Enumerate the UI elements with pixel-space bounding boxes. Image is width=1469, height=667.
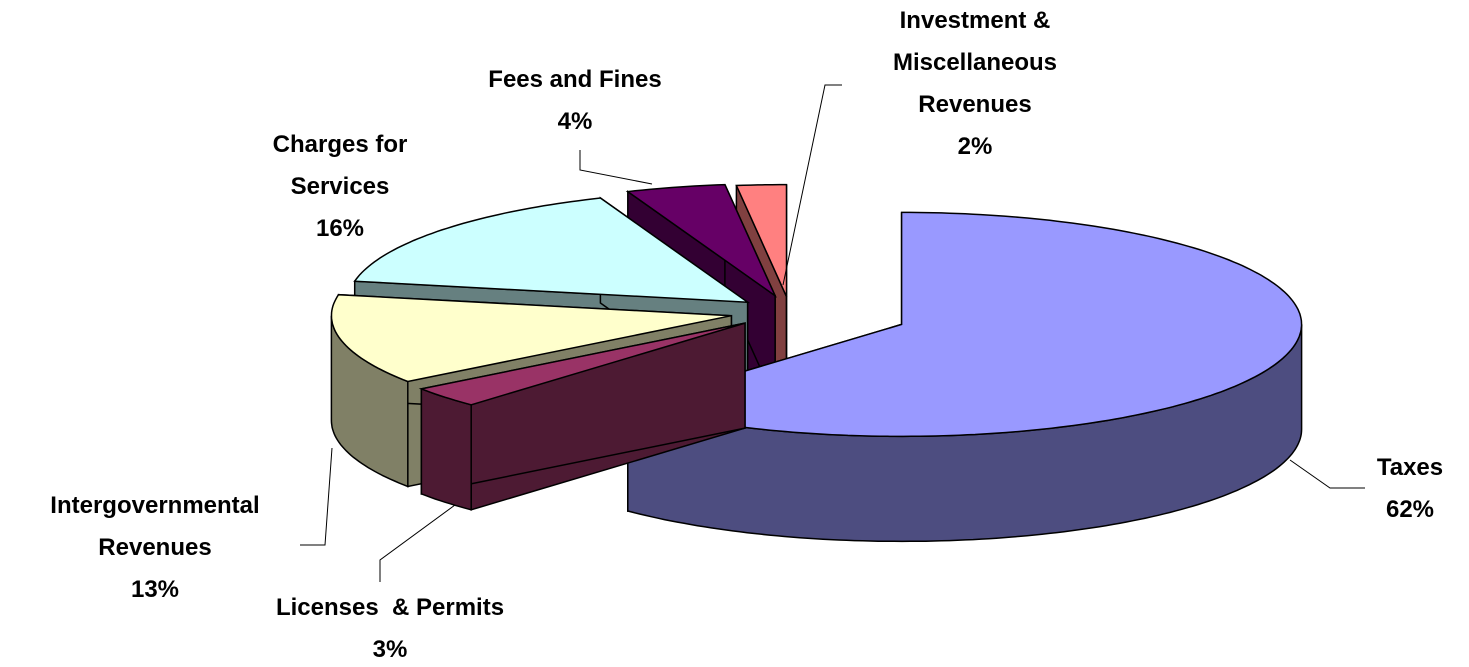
leader-line: [579, 150, 653, 185]
slice-label: Licenses & Permits: [275, 594, 505, 621]
slice: [330, 293, 732, 383]
leader-line: [1289, 459, 1365, 489]
leader-line: [300, 447, 333, 546]
slice-value-label: 16%: [315, 215, 365, 242]
slice: [625, 211, 1303, 438]
slice-label: Charges for Services: [272, 131, 415, 200]
slice-label: Taxes: [1376, 454, 1444, 481]
slice-value-label: 2%: [957, 133, 993, 160]
slice-label: Intergovernmental Revenues: [50, 492, 267, 561]
slice: [735, 183, 788, 297]
slice-value-label: 13%: [130, 576, 180, 603]
slice: [625, 183, 777, 298]
leader-line: [782, 84, 842, 286]
slice-value-label: 3%: [372, 636, 408, 663]
slice-value-label: 4%: [557, 108, 593, 135]
slice-label: Investment & Miscellaneous Revenues: [892, 7, 1064, 118]
slice: [418, 322, 746, 406]
slice-label: Fees and Fines: [488, 66, 662, 93]
slice-value-label: 62%: [1385, 496, 1435, 523]
slice: [418, 322, 746, 511]
slice: [353, 197, 751, 304]
leader-line: [379, 504, 456, 582]
slice: [625, 211, 1303, 543]
slice-side: [420, 387, 472, 511]
